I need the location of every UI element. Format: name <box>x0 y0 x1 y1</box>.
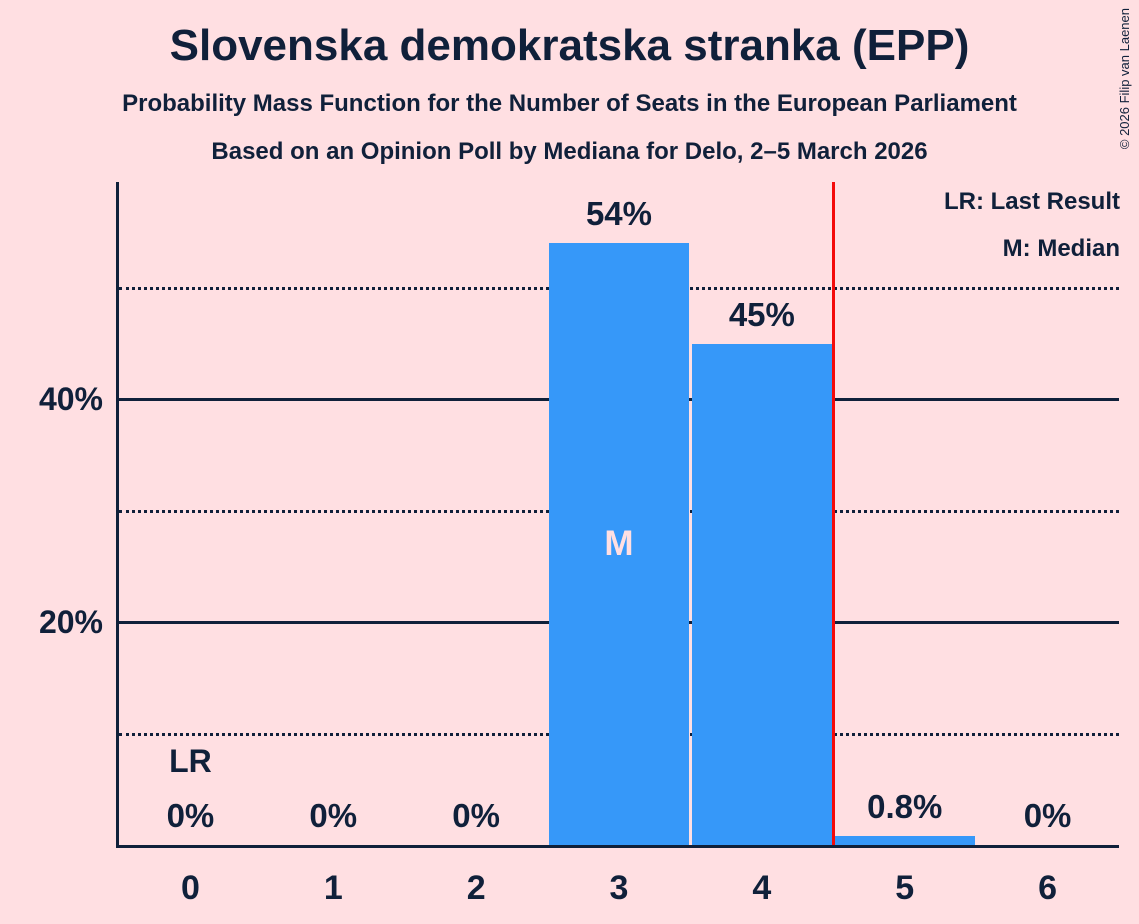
legend-median: M: Median <box>1002 235 1120 262</box>
last-result-label: LR <box>169 743 212 779</box>
x-tick-label-5: 5 <box>895 869 915 907</box>
x-tick-label-4: 4 <box>752 869 772 907</box>
bar-value-label-seat-3: 54% <box>585 195 653 233</box>
x-tick-label-3: 3 <box>609 869 629 907</box>
plot-area: M 0% 0% 0% 54% 45% 0.8% 0% LR <box>116 182 1119 848</box>
x-tick-label-0: 0 <box>180 869 200 907</box>
x-tick-label-6: 6 <box>1038 869 1058 907</box>
bar-seat-4 <box>691 343 832 845</box>
chart-subtitle-line1: Probability Mass Function for the Number… <box>122 90 1017 117</box>
bar-value-label-seat-1: 0% <box>309 797 358 834</box>
y-axis-label-40: 40% <box>38 381 103 418</box>
copyright-notice: © 2026 Filip van Laenen <box>1117 8 1132 150</box>
x-tick-label-2: 2 <box>466 869 486 907</box>
bar-seat-5 <box>834 836 975 845</box>
bar-value-label-seat-6: 0% <box>1023 797 1072 834</box>
bar-value-label-seat-0: 0% <box>166 797 215 834</box>
bar-value-label-seat-4: 45% <box>728 295 795 333</box>
last-result-line <box>831 182 835 845</box>
chart-title: Slovenska demokratska stranka (EPP) <box>169 21 970 70</box>
bar-seat-3: M <box>549 243 689 845</box>
median-marker: M <box>604 524 634 564</box>
bar-value-label-seat-2: 0% <box>452 797 500 834</box>
y-axis-label-20: 20% <box>38 604 103 641</box>
x-tick-label-1: 1 <box>323 869 343 907</box>
chart-subtitle-line2: Based on an Opinion Poll by Mediana for … <box>211 138 928 165</box>
chart-legend: LR: Last Result M: Median <box>944 186 1120 264</box>
bar-value-label-seat-5: 0.8% <box>867 788 943 826</box>
legend-last-result: LR: Last Result <box>943 188 1120 215</box>
x-axis-labels: 0 1 2 3 4 5 6 <box>119 869 1119 908</box>
